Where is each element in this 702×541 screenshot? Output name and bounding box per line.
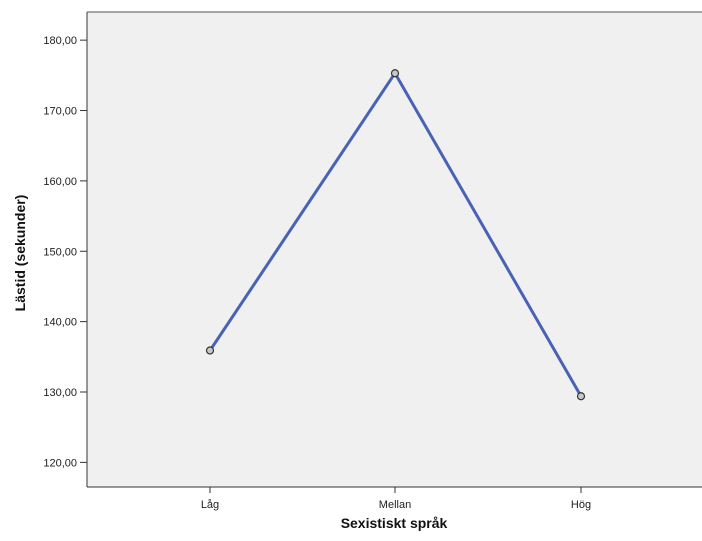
- y-axis-ticks: 120,00 130,00 140,00 150,00 160,00 170,00 180,…: [43, 35, 87, 469]
- y-tick-label: 130,00: [43, 387, 77, 399]
- y-tick-label: 150,00: [43, 246, 77, 258]
- plot-area: [87, 12, 702, 487]
- x-axis-ticks: Låg Mellan Hög: [201, 487, 591, 511]
- data-point: [576, 392, 586, 401]
- y-axis-title: Lästid (sekunder): [12, 195, 28, 312]
- y-tick-label: 160,00: [43, 176, 77, 188]
- y-tick-label: 140,00: [43, 317, 77, 329]
- x-tick-label: Hög: [571, 499, 591, 511]
- data-point: [390, 69, 400, 78]
- x-tick-label: Mellan: [379, 499, 411, 511]
- x-axis-title: Sexistiskt språk: [341, 515, 448, 531]
- y-tick-label: 180,00: [43, 35, 77, 47]
- x-tick-label: Låg: [201, 499, 219, 511]
- y-tick-label: 170,00: [43, 106, 77, 118]
- y-tick-label: 120,00: [43, 457, 77, 469]
- series-markers: [205, 69, 586, 401]
- data-point: [205, 346, 215, 355]
